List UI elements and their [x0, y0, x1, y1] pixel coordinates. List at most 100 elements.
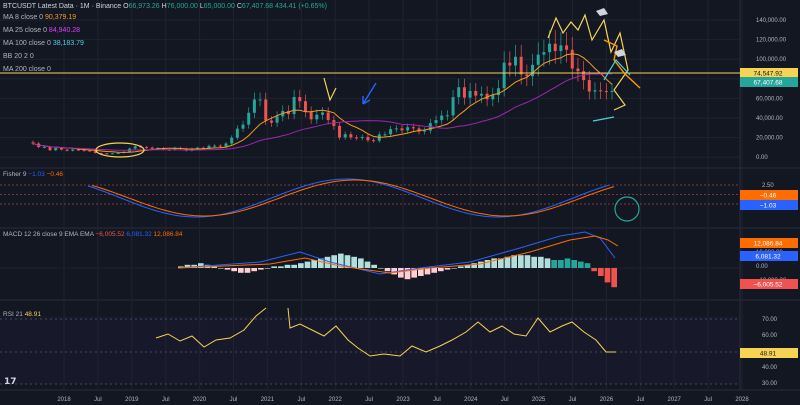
time-tick-label: 2026 — [600, 397, 614, 403]
macd-bar — [558, 260, 564, 268]
macd-bar — [484, 260, 491, 268]
macd-bar — [351, 256, 357, 268]
candle — [451, 89, 455, 121]
candle-body — [82, 150, 86, 152]
macd-legend[interactable]: MACD 12 26 close 9 EMA EMA −6,005.52 6,0… — [3, 231, 182, 238]
indicator-row[interactable]: MA 8 close 0 90,379.19 — [3, 13, 76, 22]
candle-body — [372, 140, 376, 142]
indicator-row[interactable]: BB 20 2 0 — [3, 52, 34, 61]
price-tick-label: 60,000.00 — [756, 96, 783, 102]
symbol-name[interactable]: BTCUSDT — [3, 3, 36, 10]
candle-body — [88, 150, 92, 152]
price-tick-label: 140,000.00 — [756, 18, 787, 24]
level-badge-text: 74,547.92 — [754, 71, 783, 78]
candle-body — [326, 112, 330, 121]
high-value: 76,000.00 — [166, 3, 198, 10]
candle — [440, 110, 444, 125]
candle-body — [502, 62, 506, 89]
candle-body — [224, 143, 228, 147]
candle — [71, 148, 75, 152]
time-tick-label: 2023 — [396, 397, 410, 403]
indicator-label: MA 8 close 0 — [3, 14, 46, 21]
rsi-legend[interactable]: RSI 21 48.91 — [3, 311, 41, 318]
indicator-row[interactable]: MA 100 close 0 38,183.79 — [3, 39, 84, 48]
macd-bar — [258, 268, 264, 270]
candle — [31, 140, 35, 146]
macd-bar — [471, 263, 477, 268]
candle — [326, 107, 330, 125]
indicator-value: 38,183.79 — [52, 40, 84, 47]
macd-signal-line — [177, 235, 619, 274]
time-tick-label: Jul — [501, 397, 509, 403]
macd-bar — [418, 268, 424, 276]
candle — [587, 70, 591, 100]
macd-bar — [518, 255, 524, 268]
candle-body — [531, 64, 535, 77]
time-tick-label: Jul — [365, 397, 373, 403]
candle — [145, 145, 149, 149]
fisher-legend[interactable]: Fisher 9 −1.03 −0.46 — [3, 171, 63, 178]
macd-bar — [278, 266, 284, 268]
macd-bar — [384, 268, 391, 272]
rsi-tick-label: 30.00 — [762, 381, 778, 387]
macd-bar — [324, 256, 331, 268]
indicator-label: BB 20 2 0 — [3, 53, 34, 60]
price-tick-label: 20,000.00 — [756, 136, 783, 142]
macd-bar — [458, 266, 464, 268]
candle-body — [230, 137, 234, 144]
tradingview-logo[interactable]: 17 — [4, 377, 17, 387]
macd-bar — [538, 256, 544, 268]
indicator-label: MA 25 close 0 — [3, 27, 49, 34]
time-tick-label: Jul — [433, 397, 441, 403]
candle-body — [417, 128, 421, 132]
candle — [445, 110, 449, 121]
indicator-row[interactable]: MA 200 close 0 — [3, 65, 51, 74]
candle — [105, 152, 109, 155]
candle-body — [65, 149, 69, 151]
candle-body — [71, 149, 75, 151]
macd-bar — [578, 261, 584, 268]
rsi-line — [287, 307, 616, 357]
macd-bar — [531, 256, 537, 268]
circle-annotation — [614, 196, 640, 222]
time-tick-label: 2024 — [464, 397, 478, 403]
macd-bar — [198, 263, 204, 268]
rsi-badge-text: 48.91 — [760, 351, 777, 358]
candle-body — [553, 43, 557, 52]
rsi-band — [0, 316, 740, 384]
candle — [406, 123, 410, 134]
candle-body — [406, 127, 410, 131]
macd-histogram — [178, 253, 617, 288]
macd-bar — [598, 268, 604, 276]
candle-body — [54, 147, 58, 151]
candle-body — [582, 71, 586, 81]
candle-body — [491, 95, 495, 100]
open-value: 66,973.26 — [128, 3, 160, 10]
candle — [468, 83, 472, 105]
price-tick-label: 40,000.00 — [756, 116, 783, 122]
candle-body — [349, 134, 353, 138]
candle-series — [31, 30, 614, 155]
rsi-label: RSI 21 — [3, 311, 23, 318]
candle — [389, 125, 393, 138]
macd-bar — [604, 268, 611, 283]
macd-value-2: 6,081.32 — [126, 231, 152, 238]
candle-body — [201, 147, 205, 149]
candle — [258, 92, 262, 107]
fisher-badge-text: −0.46 — [760, 193, 777, 200]
price-tick-label: 100,000.00 — [756, 57, 787, 63]
candle — [553, 30, 557, 64]
candle — [531, 53, 535, 86]
macd-badge — [740, 238, 798, 248]
indicator-row[interactable]: MA 25 close 0 84,940.28 — [3, 26, 80, 35]
macd-badge-text: 6,081.32 — [755, 254, 781, 261]
candle-body — [445, 115, 449, 117]
candle-body — [457, 87, 461, 98]
candle-body — [292, 97, 296, 115]
candle-body — [576, 68, 580, 72]
change-value: 434.41 (+0.65%) — [275, 3, 327, 10]
macd-bar — [404, 268, 411, 280]
level-badge — [740, 68, 798, 78]
candle — [230, 135, 234, 146]
